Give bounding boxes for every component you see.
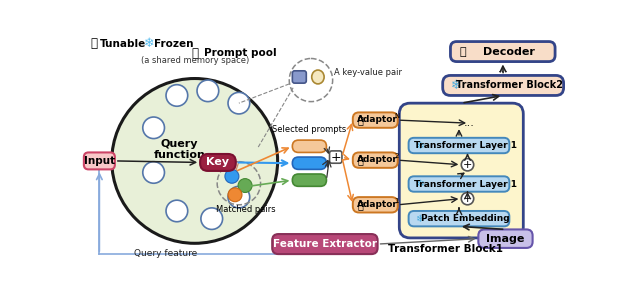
Text: 🔥: 🔥 — [358, 200, 364, 210]
Text: (a shared memory space): (a shared memory space) — [141, 56, 249, 65]
Circle shape — [225, 169, 239, 183]
Text: Transformer Layer 1: Transformer Layer 1 — [413, 180, 516, 189]
Text: 🔥: 🔥 — [460, 47, 466, 57]
Text: ...: ... — [463, 118, 474, 128]
Text: Feature Extractor: Feature Extractor — [273, 239, 377, 249]
FancyBboxPatch shape — [330, 151, 342, 163]
Text: ...: ... — [498, 63, 509, 73]
Text: Query feature: Query feature — [134, 250, 198, 258]
FancyBboxPatch shape — [272, 234, 378, 254]
Circle shape — [461, 159, 474, 171]
FancyBboxPatch shape — [353, 112, 397, 128]
Circle shape — [112, 78, 278, 243]
FancyBboxPatch shape — [451, 42, 555, 62]
FancyBboxPatch shape — [399, 103, 524, 238]
Circle shape — [228, 186, 250, 208]
Text: Adaptor: Adaptor — [357, 155, 398, 164]
Text: ❄: ❄ — [415, 214, 424, 224]
Text: Image: Image — [486, 234, 525, 244]
Text: Transformer Block2: Transformer Block2 — [456, 81, 563, 91]
Circle shape — [238, 178, 252, 192]
FancyBboxPatch shape — [408, 138, 509, 153]
Circle shape — [143, 162, 164, 183]
Text: 🔥: 🔥 — [191, 47, 198, 60]
Text: Prompt pool: Prompt pool — [204, 48, 276, 58]
Text: Tunable: Tunable — [100, 39, 147, 49]
Text: N: N — [395, 113, 400, 119]
Text: 1: 1 — [395, 198, 399, 204]
Text: 2: 2 — [395, 153, 399, 159]
Text: 🔥: 🔥 — [91, 37, 98, 50]
Text: Input: Input — [84, 156, 115, 166]
Text: ❄: ❄ — [415, 179, 424, 189]
Text: Key: Key — [207, 158, 230, 168]
Text: 🔥: 🔥 — [358, 115, 364, 125]
FancyBboxPatch shape — [353, 153, 397, 168]
Text: ❄: ❄ — [143, 37, 154, 50]
FancyBboxPatch shape — [443, 76, 564, 96]
Text: Adaptor: Adaptor — [357, 115, 398, 124]
Text: A key-value pair: A key-value pair — [334, 68, 402, 77]
Text: Frozen: Frozen — [154, 39, 193, 49]
Text: Adaptor: Adaptor — [357, 199, 398, 209]
Circle shape — [201, 208, 223, 230]
Text: 🔥: 🔥 — [358, 155, 364, 165]
Circle shape — [461, 192, 474, 205]
FancyBboxPatch shape — [292, 71, 307, 83]
Circle shape — [143, 117, 164, 139]
Text: +: + — [463, 160, 472, 170]
FancyBboxPatch shape — [84, 153, 115, 169]
FancyBboxPatch shape — [408, 211, 509, 226]
Text: Matched pairs: Matched pairs — [216, 205, 275, 214]
Text: Transformer Layer 1: Transformer Layer 1 — [413, 141, 516, 150]
Text: +: + — [330, 150, 341, 163]
FancyBboxPatch shape — [353, 197, 397, 212]
Text: ❄: ❄ — [451, 79, 462, 92]
Text: Decoder: Decoder — [483, 47, 535, 57]
FancyBboxPatch shape — [292, 140, 326, 153]
Circle shape — [228, 92, 250, 114]
Circle shape — [166, 85, 188, 106]
Text: Transformer Block1: Transformer Block1 — [388, 244, 503, 254]
FancyBboxPatch shape — [292, 157, 326, 169]
Text: Selected prompts: Selected prompts — [272, 125, 346, 134]
FancyBboxPatch shape — [478, 230, 532, 248]
Text: ❄: ❄ — [415, 140, 424, 150]
Ellipse shape — [312, 70, 324, 84]
Circle shape — [197, 80, 219, 101]
Text: +: + — [463, 194, 472, 204]
Text: Patch Embedding: Patch Embedding — [421, 214, 509, 223]
Circle shape — [228, 188, 242, 202]
Circle shape — [166, 200, 188, 222]
FancyBboxPatch shape — [200, 154, 236, 171]
FancyBboxPatch shape — [408, 176, 509, 192]
FancyBboxPatch shape — [292, 174, 326, 186]
Text: Query
function: Query function — [153, 139, 205, 160]
